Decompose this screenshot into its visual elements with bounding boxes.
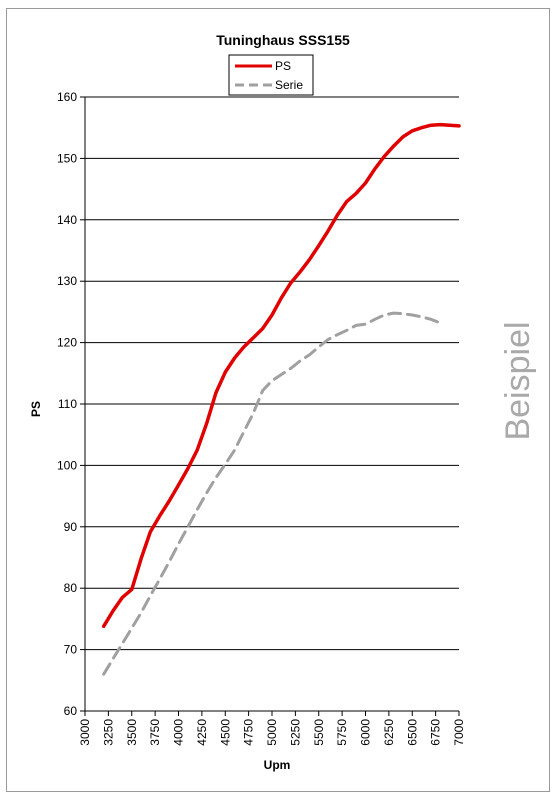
x-tick-label-4750: 4750: [242, 719, 256, 746]
chart-title: Tuninghaus SSS155: [216, 32, 350, 48]
y-tick-label-80: 80: [64, 581, 78, 595]
x-tick-label-5750: 5750: [335, 719, 349, 746]
chart: Tuninghaus SSS155 PS Serie 60 70 80 90 100 11…: [29, 32, 537, 772]
chart-frame: Tuninghaus SSS155 PS Serie 60 70 80 90 100 11…: [6, 8, 550, 792]
x-axis-ticks: 3000 3250 3500 3750 4000 4250 4500 4750 5000 5250…: [78, 711, 466, 746]
x-tick-label-6250: 6250: [382, 719, 396, 746]
series-line-ps: [101, 122, 461, 629]
x-tick-label-4250: 4250: [195, 719, 209, 746]
legend-label-serie: Serie: [275, 78, 303, 92]
x-axis-title: Upm: [264, 758, 291, 772]
x-tick-label-4000: 4000: [172, 719, 186, 746]
y-tick-label-160: 160: [57, 90, 77, 104]
y-tick-label-110: 110: [58, 397, 77, 411]
series-lines: [101, 122, 461, 676]
x-tick-label-5000: 5000: [265, 719, 279, 746]
x-tick-label-3000: 3000: [78, 719, 92, 746]
x-tick-label-4500: 4500: [218, 719, 232, 746]
series-line-serie: [102, 311, 442, 676]
y-tick-label-120: 120: [57, 336, 77, 350]
y-tick-label-70: 70: [64, 643, 78, 657]
legend-box: [228, 54, 314, 96]
x-tick-label-6000: 6000: [359, 719, 373, 746]
y-tick-label-60: 60: [64, 704, 78, 718]
x-tick-label-3500: 3500: [125, 719, 139, 746]
x-tick-label-6750: 6750: [429, 719, 443, 746]
y-axis-title: PS: [29, 401, 43, 417]
x-tick-label-5500: 5500: [312, 719, 326, 746]
y-tick-label-150: 150: [57, 151, 77, 165]
y-tick-label-130: 130: [57, 274, 77, 288]
y-tick-label-140: 140: [57, 213, 77, 227]
x-tick-label-5250: 5250: [288, 719, 302, 746]
y-axis-ticks: 60 70 80 90 100 110 120 130 140 150 160: [57, 90, 85, 718]
legend: PS Serie: [228, 54, 314, 96]
gridlines: [85, 96, 459, 651]
watermark-text: Beispiel: [499, 321, 537, 440]
y-tick-label-100: 100: [57, 458, 77, 472]
x-tick-label-3750: 3750: [148, 719, 162, 746]
x-tick-label-3250: 3250: [101, 719, 115, 746]
y-tick-label-90: 90: [64, 520, 78, 534]
x-tick-label-7000: 7000: [452, 719, 466, 746]
x-tick-label-6500: 6500: [405, 719, 419, 746]
legend-label-ps: PS: [275, 59, 291, 73]
